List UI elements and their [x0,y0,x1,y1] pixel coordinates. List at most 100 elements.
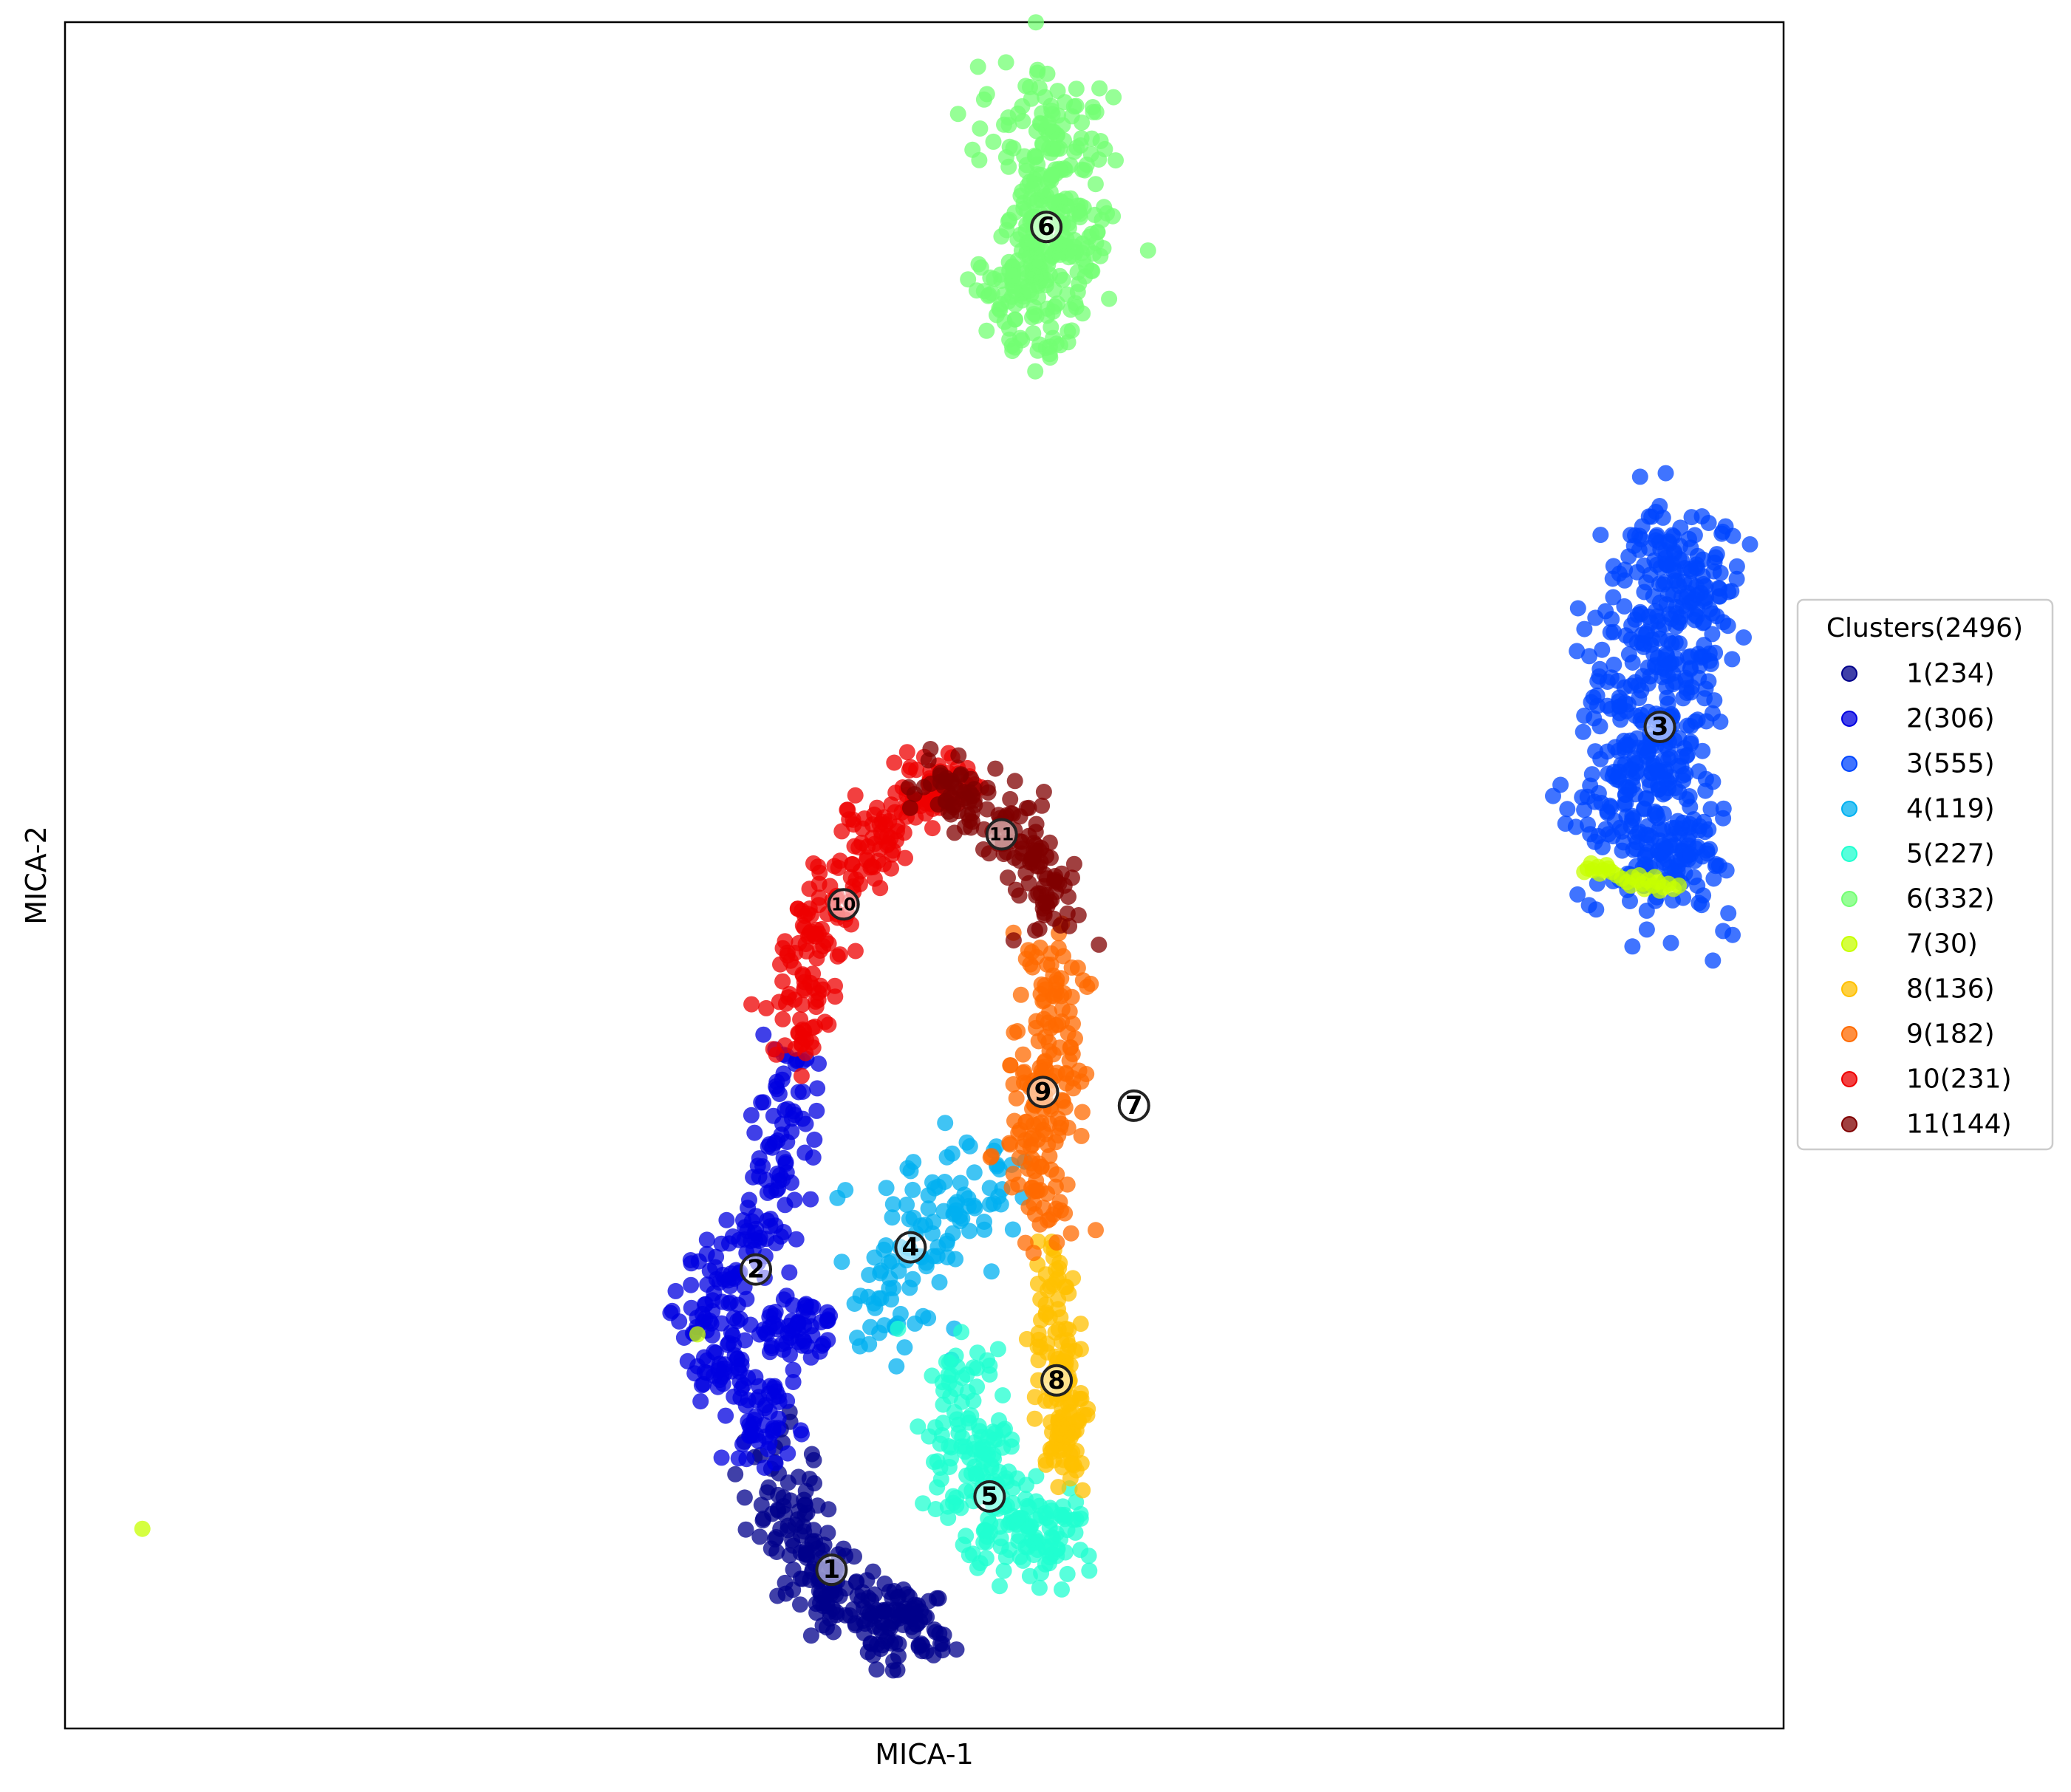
cluster-2-point-279 [709,1378,726,1395]
cluster-8-point-15 [1074,1482,1091,1499]
cluster-4-point-112 [935,1203,952,1220]
cluster-10-point-209 [772,956,788,973]
cluster-3-point-483 [1628,841,1645,858]
cluster-3-point-474 [1611,819,1628,836]
cluster-3-point-246 [1697,578,1714,595]
cluster-3-point-164 [1592,527,1609,544]
cluster-10-point-197 [864,830,881,847]
cluster-6-point-258 [1000,158,1017,175]
cluster-8-point-122 [1059,1332,1076,1349]
cluster-3-point-513 [1648,528,1665,545]
cluster-9-point-161 [982,1149,999,1166]
cluster-11-point-139 [901,799,918,816]
cluster-11-point-2 [1006,773,1023,790]
cluster-9-point-160 [1079,979,1096,995]
cluster-2-point-37 [796,1333,813,1350]
cluster-10-point-104 [794,996,811,1013]
cluster-1-point-227 [819,1597,836,1614]
cluster-3-point-298 [1697,770,1714,787]
cluster-4-point-7 [966,1164,983,1181]
cluster-3-point-59 [1736,629,1752,646]
cluster-5-point-210 [1067,1524,1084,1541]
cluster-4-point-106 [860,1288,876,1305]
cluster-5-point-224 [969,1559,986,1576]
cluster-10-point-90 [811,889,828,906]
cluster-3-point-106 [1657,465,1674,482]
cluster-5-center-text: 5 [981,1482,999,1511]
cluster-6-point-330 [1020,234,1037,251]
cluster-2-point-143 [775,1149,792,1166]
cluster-3-point-228 [1580,897,1597,914]
cluster-11-point-132 [932,773,949,790]
cluster-1-point-225 [797,1546,814,1563]
cluster-6-point-326 [1016,148,1033,165]
cluster-3-point-541 [1590,827,1607,844]
cluster-3-point-534 [1681,819,1698,836]
cluster-10-point-219 [895,824,912,841]
cluster-1-point-211 [796,1497,813,1514]
cluster-10-point-92 [768,1046,785,1063]
cluster-9-point-96 [1069,960,1086,977]
cluster-6-point-303 [1086,206,1103,223]
cluster-2-point-289 [722,1294,739,1310]
cluster-4-point-97 [846,1296,863,1312]
cluster-4-point-115 [917,1217,934,1233]
cluster-2-point-269 [743,1107,760,1124]
cluster-11-point-17 [1035,784,1052,800]
cluster-11-point-130 [1020,799,1037,816]
cluster-6-point-268 [1056,132,1072,149]
cluster-6-point-212 [1108,152,1124,169]
cluster-10-point-229 [871,815,888,832]
cluster-8-point-93 [1032,1291,1049,1308]
cluster-5-point-78 [890,1320,907,1337]
legend-marker-4 [1841,801,1857,817]
cluster-2-point-149 [698,1231,715,1248]
cluster-7-point-22 [1646,869,1663,886]
cluster-1-point-207 [882,1620,898,1637]
cluster-2-point-300 [771,1086,788,1102]
cluster-6-point-246 [1034,136,1051,153]
cluster-11-point-141 [952,767,969,784]
cluster-10-point-218 [791,934,808,951]
cluster-1-point-164 [866,1586,883,1603]
cluster-5-point-159 [1081,1562,1098,1579]
plot-frame [64,21,1785,1730]
cluster-2-point-215 [762,1304,779,1321]
cluster-4-point-88 [985,1195,1002,1212]
cluster-2-point-150 [765,1107,782,1124]
cluster-9-point-12 [1073,1127,1090,1144]
cluster-7-point-24 [1671,877,1688,894]
cluster-5-point-130 [910,1418,927,1435]
legend-marker-3 [1841,756,1857,772]
cluster-8-point-131 [1047,1348,1064,1365]
cluster-3-point-546 [1643,764,1660,781]
cluster-6-point-234 [1049,83,1066,100]
cluster-3-point-494 [1586,793,1603,810]
cluster-5-point-206 [935,1382,952,1399]
cluster-6-point-277 [1087,176,1104,193]
cluster-2-point-111 [667,1282,684,1299]
cluster-10-point-225 [815,938,832,955]
cluster-2-point-54 [796,1297,813,1314]
cluster-5-point-135 [946,1403,963,1420]
cluster-10-point-177 [887,784,904,801]
cluster-9-point-78 [1012,986,1029,1003]
cluster-9-point-168 [1036,992,1053,1009]
cluster-11-point-142 [1004,806,1021,823]
legend-title: Clusters(2496) [1826,613,2023,643]
cluster-1-point-188 [863,1635,880,1652]
cluster-11-point-76 [1060,889,1077,905]
legend-marker-1 [1841,666,1857,682]
cluster-11-point-123 [1028,887,1045,904]
cluster-10-point-213 [774,973,791,990]
cluster-9-point-71 [1061,1003,1078,1020]
cluster-4-point-70 [952,1174,969,1191]
cluster-6-point-296 [1000,320,1017,337]
cluster-7-point-25 [1631,867,1648,883]
cluster-5-point-186 [986,1451,1003,1468]
cluster-6-point-264 [1004,267,1021,284]
cluster-6-point-321 [1054,117,1071,134]
cluster-1-point-161 [910,1637,927,1654]
cluster-2-point-263 [802,1191,819,1208]
cluster-4-point-35 [884,1196,901,1213]
